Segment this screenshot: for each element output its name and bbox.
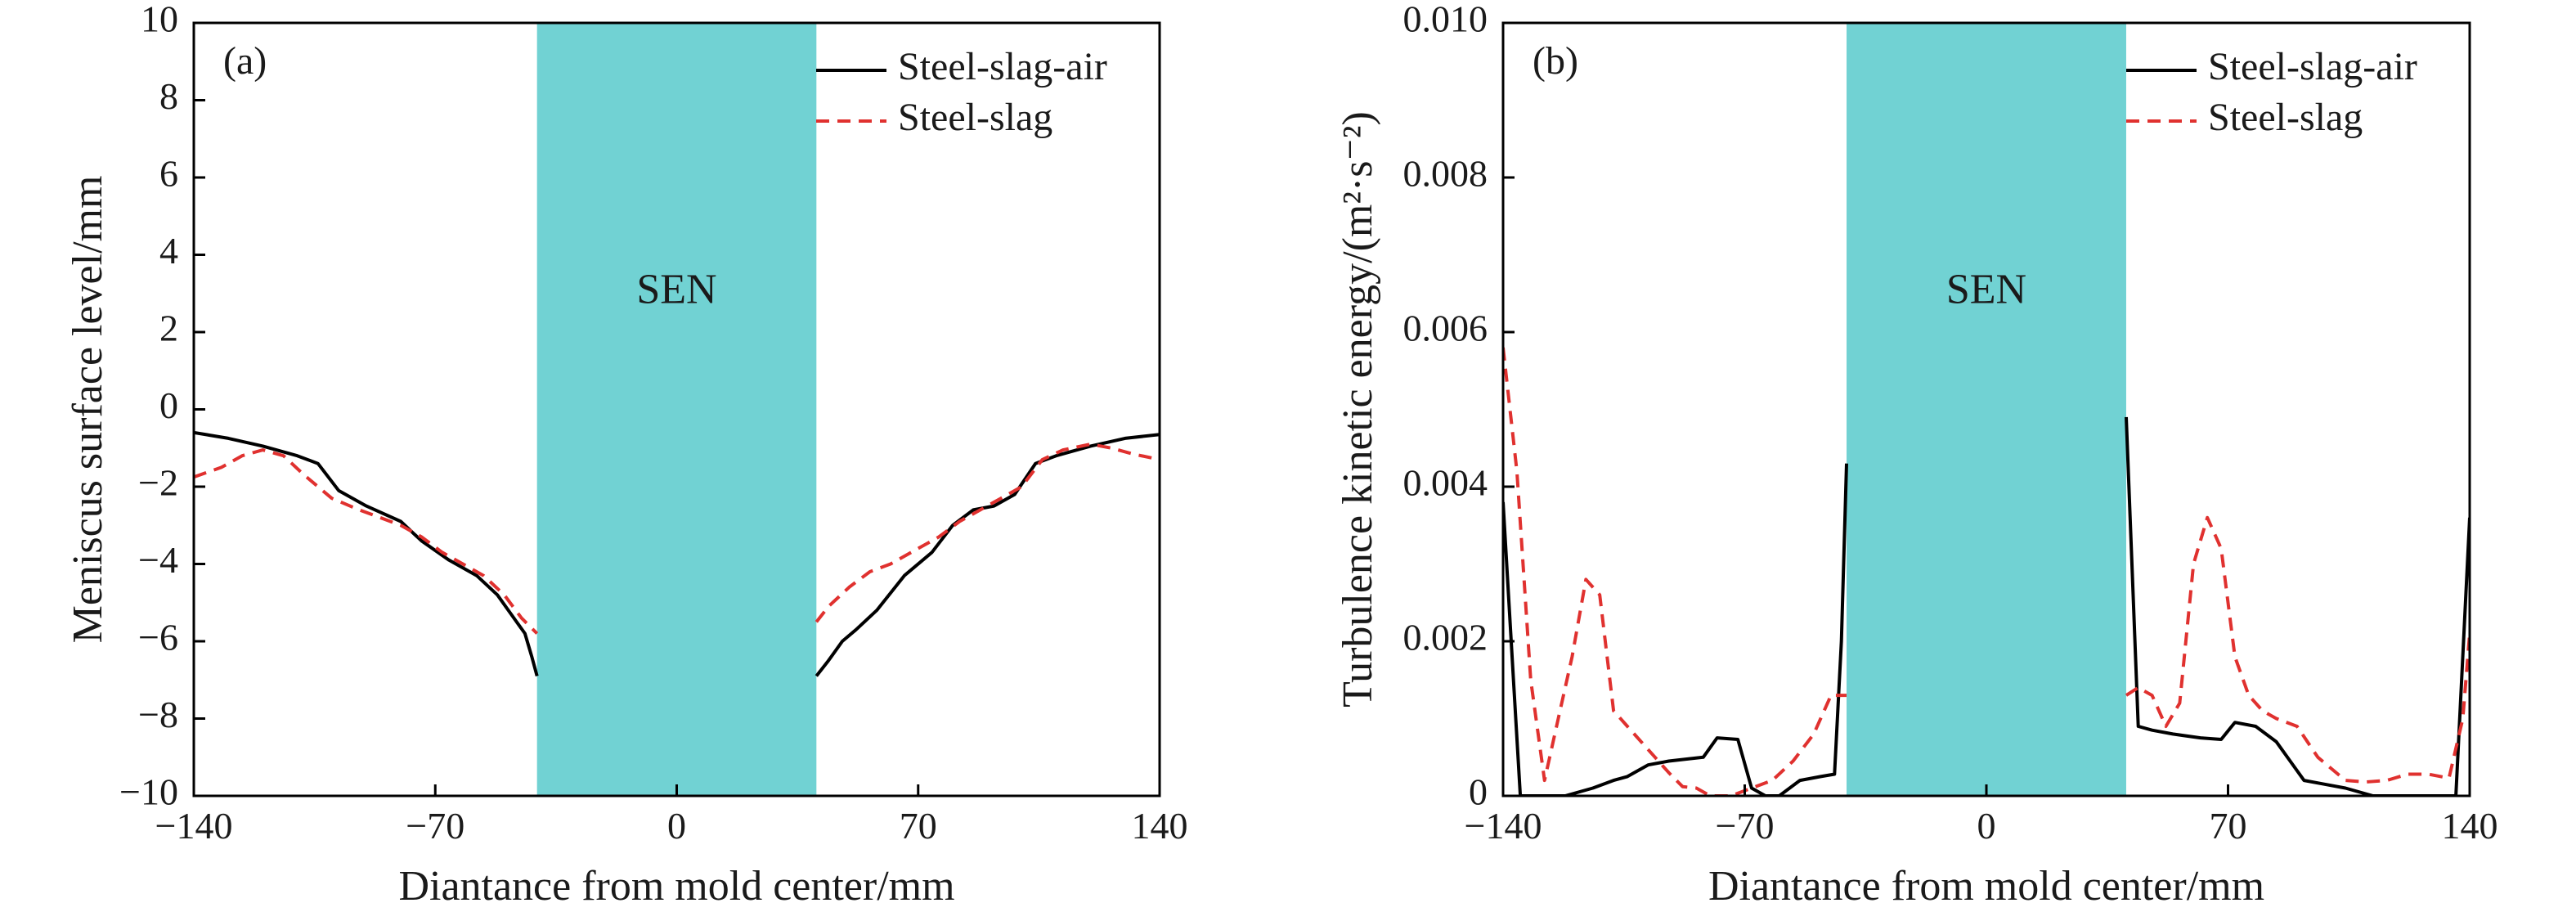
x-tick-label: 70 (900, 805, 937, 847)
x-tick-label: 0 (1977, 805, 1996, 847)
y-tick-label: 10 (141, 0, 178, 40)
legend: Steel-slag-air Steel-slag (816, 45, 1107, 139)
series-group (194, 430, 1160, 677)
x-tick-label: 0 (667, 805, 686, 847)
legend-label-steel-slag-air: Steel-slag-air (898, 45, 1107, 88)
y-tick-label: 0.008 (1403, 153, 1488, 195)
y-tick-label: 8 (159, 75, 178, 117)
sen-label: SEN (1946, 267, 2026, 313)
y-tick-label: 0.010 (1403, 0, 1488, 40)
x-axis-title: Diantance from mold center/mm (1708, 863, 2264, 910)
sen-band (1847, 23, 2126, 796)
series-line-steel-slag-air-left (1503, 463, 1848, 796)
legend-label-steel-slag-air: Steel-slag-air (2208, 45, 2417, 88)
legend: Steel-slag-air Steel-slag (2126, 45, 2417, 139)
y-tick-label: 0 (159, 384, 178, 426)
series-line-steel-slag-right (815, 443, 1160, 623)
series-line-steel-slag-right (2125, 515, 2470, 784)
sen-label: SEN (636, 267, 716, 313)
chart-panel-a: SEN 10 8 6 4 2 0 −2 −4 −6 −8 −10−140 −70 0 70 140 Dianta… (65, 0, 1188, 910)
y-tick-label: 4 (159, 230, 178, 272)
y-tick-label: −4 (138, 539, 178, 581)
x-axis-title: Diantance from mold center/mm (398, 863, 954, 910)
y-tick-label: −10 (119, 771, 178, 813)
x-tick-label: −140 (1465, 805, 1542, 847)
panel-label: (a) (223, 39, 267, 83)
series-line-steel-slag-air-left (194, 430, 539, 677)
x-tick-label: −140 (155, 805, 233, 847)
x-tick-label: −70 (406, 805, 464, 847)
series-line-steel-slag-air-right (815, 433, 1160, 677)
x-tick-label: 70 (2210, 805, 2247, 847)
panel-label: (b) (1533, 39, 1578, 83)
y-tick-label: 2 (159, 308, 178, 349)
y-tick-label: 6 (159, 153, 178, 195)
legend-label-steel-slag: Steel-slag (898, 96, 1052, 139)
y-tick-label: 0.006 (1403, 308, 1488, 349)
y-tick-label: −8 (138, 694, 178, 735)
series-group (1503, 347, 2470, 796)
legend-label-steel-slag: Steel-slag (2208, 96, 2363, 139)
x-tick-label: −70 (1716, 805, 1775, 847)
y-tick-label: −6 (138, 617, 178, 658)
y-axis-title: Turbulence kinetic energy/(m²·s⁻²) (1335, 111, 1381, 708)
x-tick-label: 140 (1132, 805, 1188, 847)
series-line-steel-slag-left (194, 448, 539, 635)
y-tick-label: 0.002 (1403, 617, 1488, 658)
y-tick-label: −2 (138, 462, 178, 504)
x-tick-label: 140 (2442, 805, 2498, 847)
series-line-steel-slag-left (1503, 347, 1847, 796)
sen-band (536, 23, 817, 796)
y-axis-title: Meniscus surface level/mm (65, 176, 111, 644)
y-tick-label: 0 (1469, 771, 1488, 813)
series-line-steel-slag-air-right (2125, 416, 2470, 796)
y-tick-label: 0.004 (1403, 462, 1488, 504)
